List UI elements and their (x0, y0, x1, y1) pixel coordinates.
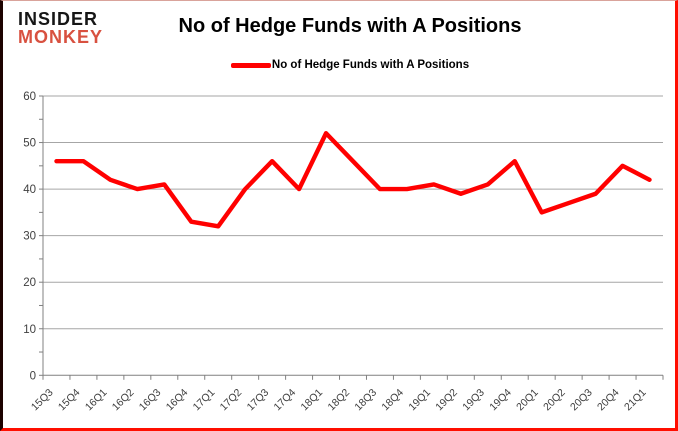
x-axis-label: 20Q3 (568, 387, 595, 414)
y-axis-label: 0 (30, 370, 36, 382)
x-axis-label: 17Q4 (272, 387, 299, 414)
x-axis-label: 16Q3 (137, 387, 164, 414)
chart-legend: No of Hedge Funds with A Positions (3, 59, 675, 71)
x-axis-label: 16Q1 (83, 387, 110, 414)
x-axis-label: 18Q1 (299, 387, 326, 414)
chart-title: No of Hedge Funds with A Positions (178, 15, 522, 37)
x-axis-label: 18Q4 (379, 387, 406, 414)
x-axis-label: 16Q2 (110, 387, 137, 414)
x-axis-label: 20Q2 (541, 387, 568, 414)
y-axis-label: 40 (23, 184, 36, 196)
insider-monkey-logo: INSIDER MONKEY (18, 10, 103, 47)
y-axis-label: 10 (23, 324, 36, 336)
x-axis-label: 19Q2 (433, 387, 460, 414)
x-axis-label: 18Q2 (325, 387, 352, 414)
y-axis-label: 20 (23, 277, 36, 289)
data-line (54, 131, 652, 229)
y-axis-label: 30 (23, 231, 36, 243)
x-axis-label: 17Q2 (218, 387, 245, 414)
x-axis-label: 18Q3 (352, 387, 379, 414)
legend-label: No of Hedge Funds with A Positions (271, 59, 470, 71)
x-axis-label: 19Q4 (487, 387, 514, 414)
y-axis-label: 50 (23, 138, 36, 150)
x-axis-label: 20Q1 (514, 387, 541, 414)
x-axis-label: 19Q1 (406, 387, 433, 414)
logo-line-insider: INSIDER (18, 9, 99, 29)
x-axis-label: 17Q1 (191, 387, 218, 414)
legend-line-swatch-icon (230, 62, 271, 68)
y-axis-label: 60 (23, 91, 36, 103)
x-axis-label: 16Q4 (164, 387, 191, 414)
x-axis-label: 17Q3 (245, 387, 272, 414)
x-axis-label: 20Q4 (595, 387, 622, 414)
x-axis-label: 15Q3 (29, 387, 56, 414)
logo-line-monkey: MONKEY (18, 27, 104, 48)
x-axis-label: 15Q4 (56, 387, 83, 414)
x-axis-label: 19Q3 (460, 387, 487, 414)
x-axis-label: 21Q1 (622, 387, 649, 414)
